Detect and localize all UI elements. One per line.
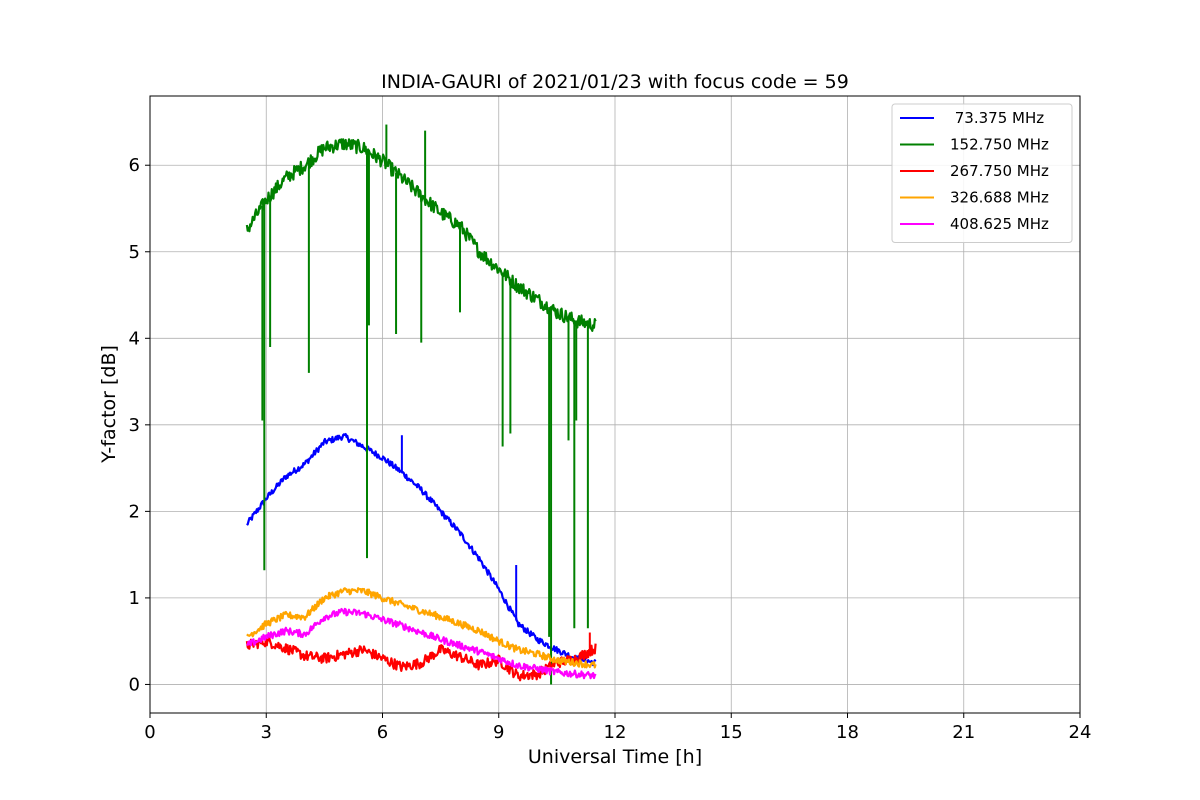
x-tick-label: 0: [144, 722, 155, 743]
legend-label: 267.750 MHz: [950, 162, 1049, 180]
y-axis-ticks: 0 1 2 3 4 5 6: [129, 155, 150, 695]
plot-series: [245, 124, 597, 685]
x-tick-label: 18: [836, 722, 859, 743]
chart-title: INDIA-GAURI of 2021/01/23 with focus cod…: [381, 71, 849, 93]
y-tick-label: 0: [129, 674, 140, 695]
series-line: [246, 587, 597, 669]
x-axis-ticks: 0 3 6 9 12 15 18 21 24: [144, 713, 1091, 743]
x-axis-label: Universal Time [h]: [528, 746, 702, 768]
x-tick-label: 9: [493, 722, 504, 743]
x-tick-label: 6: [377, 722, 388, 743]
y-tick-label: 3: [129, 415, 140, 436]
y-tick-label: 5: [129, 242, 140, 263]
legend-label: 326.688 MHz: [950, 189, 1049, 207]
x-tick-label: 12: [604, 722, 627, 743]
y-axis-label: Y-factor [dB]: [98, 345, 120, 464]
series-line: [246, 607, 597, 680]
x-tick-label: 24: [1069, 722, 1092, 743]
legend-frame: [891, 103, 1073, 243]
y-tick-label: 6: [129, 155, 140, 176]
legend-label: 408.625 MHz: [950, 215, 1049, 233]
x-tick-label: 3: [261, 722, 272, 743]
x-tick-label: 21: [952, 722, 975, 743]
y-tick-label: 1: [129, 588, 140, 609]
y-tick-label: 4: [129, 328, 140, 349]
legend-label: 73.375 MHz: [950, 109, 1044, 127]
series-line: [245, 636, 597, 682]
legend: 73.375 MHz 152.750 MHz 267.750 MHz 326.688 …: [891, 103, 1073, 243]
x-tick-label: 15: [720, 722, 743, 743]
legend-label: 152.750 MHz: [950, 136, 1049, 154]
grid: [149, 96, 1081, 713]
series-line: [246, 433, 597, 667]
y-tick-label: 2: [129, 501, 140, 522]
